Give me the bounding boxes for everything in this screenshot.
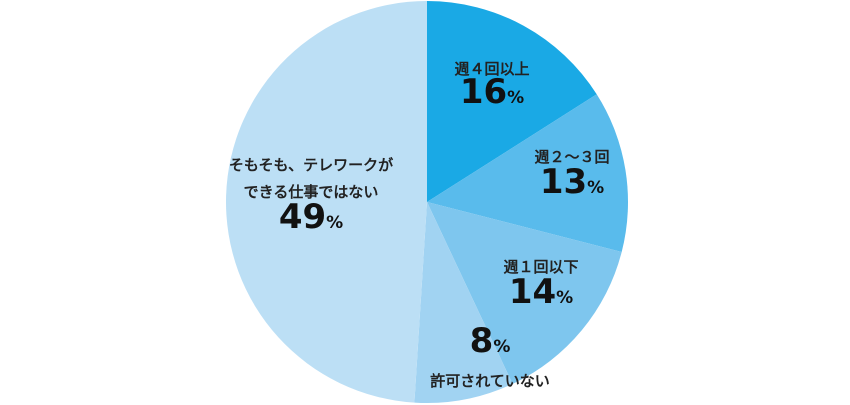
category-line: そもそも、テレワークが xyxy=(229,156,394,174)
value-label: 13% xyxy=(540,162,604,202)
value-label: 14% xyxy=(509,272,573,312)
value-unit: % xyxy=(326,213,343,233)
value-number: 16 xyxy=(460,72,507,112)
pie-slice xyxy=(427,94,629,252)
value-unit: % xyxy=(507,88,524,108)
category-line: 週４回以上 xyxy=(454,60,529,78)
category-line: 週１回以下 xyxy=(503,258,578,276)
pie-slice xyxy=(414,202,513,403)
category-label: 週１回以下 xyxy=(503,258,578,276)
category-line: 週２～３回 xyxy=(534,148,609,166)
category-line: 許可されていない xyxy=(430,372,550,390)
value-number: 49 xyxy=(279,197,326,237)
value-label: 49% xyxy=(279,197,343,237)
value-label: 8% xyxy=(470,321,511,361)
pie-slice xyxy=(226,1,427,403)
pie-slice xyxy=(427,1,597,202)
pie-slice xyxy=(427,202,622,384)
value-number: 13 xyxy=(540,162,587,202)
category-label: 許可されていない xyxy=(430,372,550,390)
category-label: 週４回以上 xyxy=(454,60,529,78)
category-label: そもそも、テレワークができる仕事ではない xyxy=(229,156,394,201)
value-unit: % xyxy=(587,178,604,198)
value-number: 14 xyxy=(509,272,556,312)
category-label: 週２～３回 xyxy=(534,148,609,166)
value-number: 8 xyxy=(470,321,494,361)
value-unit: % xyxy=(493,337,510,357)
category-line: できる仕事ではない xyxy=(244,183,379,201)
value-unit: % xyxy=(556,288,573,308)
value-label: 16% xyxy=(460,72,524,112)
